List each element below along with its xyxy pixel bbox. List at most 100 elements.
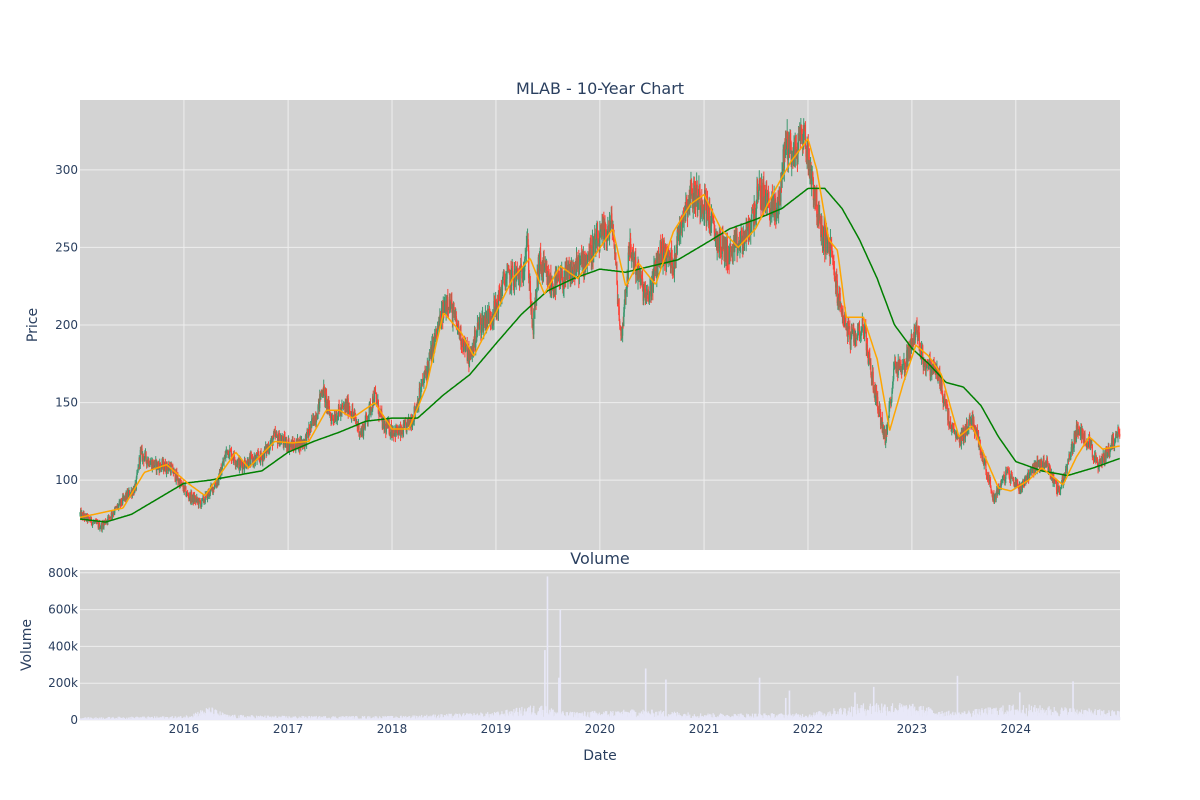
volume-bar (222, 713, 224, 720)
candle-body (196, 497, 198, 502)
candle-body (918, 331, 920, 333)
candle-body (434, 335, 436, 346)
volume-bar (731, 715, 733, 720)
candle-body (894, 361, 896, 364)
candle-body (1002, 477, 1004, 481)
candle-body (747, 224, 749, 226)
candle-body (951, 423, 953, 430)
candle-body (1072, 447, 1075, 449)
candle-body (1049, 466, 1051, 468)
candle-body (1082, 433, 1084, 443)
candle-body (523, 271, 525, 273)
volume-bar (381, 718, 383, 720)
candle-body (856, 337, 858, 339)
candle-body (1029, 472, 1031, 477)
candle-body (202, 496, 205, 502)
candle-body (422, 379, 424, 383)
candle-body (1078, 430, 1080, 432)
candle-body (494, 307, 496, 311)
candle-body (139, 449, 141, 464)
candle-body (242, 462, 244, 470)
volume-bar (167, 717, 169, 720)
candle-body (850, 338, 852, 349)
candle-body (683, 213, 685, 221)
candle-body (1042, 461, 1044, 470)
candle-body (758, 189, 760, 197)
candle-body (370, 407, 372, 413)
volume-bar (456, 714, 459, 720)
candle-body (729, 246, 731, 264)
volume-bar (729, 717, 731, 720)
candle-body (475, 342, 477, 348)
candle-body (920, 346, 923, 358)
candle-body (358, 423, 360, 436)
candle-body (214, 484, 217, 486)
candle-body (641, 278, 644, 287)
candle-body (1086, 441, 1088, 446)
candle-body (388, 421, 390, 434)
candle-body (286, 439, 288, 449)
candle-body (819, 216, 821, 223)
candle-body (905, 363, 907, 366)
candle-body (225, 450, 227, 454)
candle-body (648, 293, 650, 303)
volume-bar (643, 711, 645, 720)
volume-bar (517, 712, 519, 720)
volume-bar (689, 714, 691, 720)
volume-bar (764, 713, 766, 720)
volume-bar (219, 711, 221, 720)
candle-body (1054, 479, 1056, 481)
candle-body (276, 432, 278, 436)
candle-body (775, 200, 777, 220)
candle-body (480, 328, 483, 333)
candle-body (820, 219, 822, 238)
volume-bar (194, 712, 197, 720)
volume-bar (454, 714, 456, 720)
volume-bar (570, 712, 572, 720)
candle-body (674, 254, 676, 259)
candle-body (942, 394, 944, 399)
candle-body (464, 341, 467, 350)
candle-body (382, 419, 384, 429)
candle-body (711, 211, 714, 217)
candle-body (258, 454, 260, 458)
volume-bar (98, 717, 100, 720)
candle-body (150, 462, 152, 465)
candle-body (527, 239, 529, 251)
candle-body (810, 164, 812, 185)
candle-body (91, 522, 94, 526)
candle-body (823, 226, 825, 248)
volume-bar (409, 716, 411, 720)
candle-body (645, 293, 648, 300)
price-candlestick-series (79, 117, 1121, 533)
candle-body (619, 325, 621, 331)
candle-body (1058, 487, 1060, 492)
price-y-axis-ticks: 100 150 200 250 300 (55, 163, 78, 487)
volume-bar (707, 713, 709, 720)
candle-body (849, 326, 851, 340)
volume-bar (82, 718, 85, 720)
candle-body (463, 338, 465, 351)
candle-body (632, 250, 635, 268)
candle-body (595, 240, 597, 253)
candle-body (374, 391, 377, 394)
candle-body (209, 488, 211, 495)
candle-body (885, 440, 887, 444)
candle-body (735, 235, 737, 241)
candle-body (1110, 444, 1112, 448)
candle-body (862, 318, 864, 326)
candle-body (182, 483, 184, 489)
candle-body (663, 240, 665, 248)
candle-body (113, 513, 115, 515)
candle-body (750, 222, 752, 230)
candle-body (785, 139, 787, 150)
volume-bar (684, 713, 686, 720)
candle-body (262, 456, 264, 462)
candle-body (576, 256, 578, 264)
candle-body (622, 323, 624, 336)
candle-body (623, 304, 625, 313)
candle-body (590, 245, 592, 261)
candle-body (128, 490, 131, 497)
candle-body (398, 430, 401, 432)
candle-body (922, 359, 924, 368)
